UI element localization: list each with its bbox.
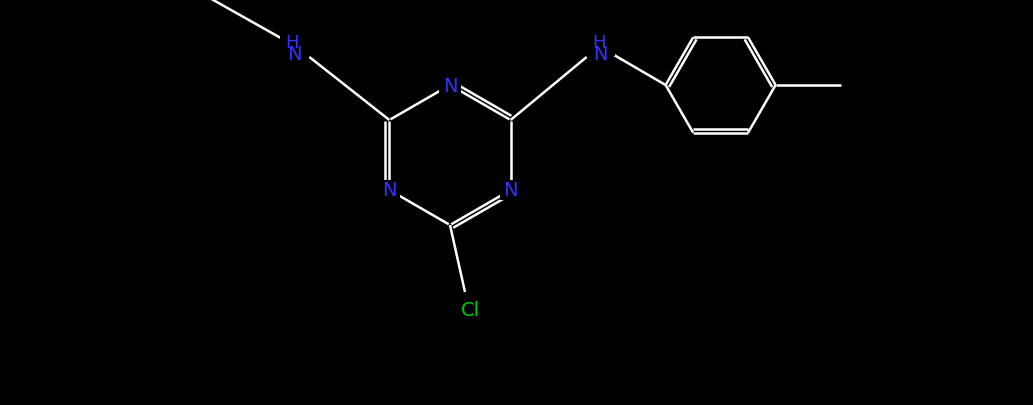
Text: N: N: [382, 181, 397, 200]
Bar: [587, 35, 615, 57]
Text: H: H: [592, 34, 605, 52]
Bar: [280, 35, 309, 57]
Bar: [439, 76, 461, 96]
Bar: [455, 299, 486, 321]
Text: N: N: [503, 181, 518, 200]
Text: N: N: [593, 45, 607, 64]
Bar: [500, 181, 522, 200]
Text: H: H: [286, 34, 300, 52]
Text: N: N: [287, 45, 302, 64]
Text: Cl: Cl: [461, 301, 479, 320]
Text: N: N: [443, 76, 458, 95]
Bar: [378, 181, 401, 200]
